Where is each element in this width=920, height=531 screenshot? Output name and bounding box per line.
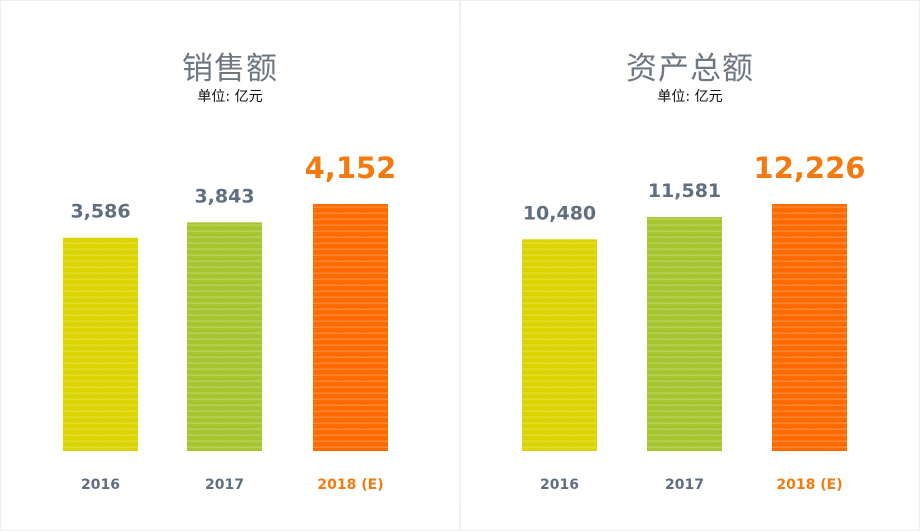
sales-chart-panel: 销售额 单位: 亿元 3,586 2016 3,843 2017 4,152 2018 (… (1, 1, 459, 530)
bar-2017 (187, 222, 262, 451)
chart-subtitle: 单位: 亿元 (657, 89, 723, 105)
assets-chart-panel: 资产总额 单位: 亿元 10,480 2016 11,581 2017 12,226 20… (461, 1, 919, 530)
bar-2016 (522, 239, 597, 451)
category-label: 2018 (E) (317, 477, 383, 493)
chart-title: 销售额 (182, 51, 278, 87)
category-label: 2017 (205, 477, 244, 493)
sales-bar-plot: 3,586 2016 3,843 2017 4,152 2018 (E) (63, 151, 397, 493)
value-label: 10,480 (523, 202, 596, 224)
bar-2017 (647, 217, 722, 451)
value-label: 4,152 (305, 151, 397, 185)
category-label: 2016 (540, 477, 579, 493)
value-label: 12,226 (754, 151, 866, 185)
chart-subtitle: 单位: 亿元 (197, 89, 263, 105)
bar-2018e (772, 204, 847, 451)
assets-bar-plot: 10,480 2016 11,581 2017 12,226 2018 (E) (522, 151, 866, 493)
category-label: 2017 (665, 477, 704, 493)
value-label: 3,586 (70, 201, 130, 223)
bar-2016 (63, 237, 138, 451)
category-label: 2016 (81, 477, 120, 493)
value-label: 11,581 (648, 180, 721, 202)
bar-2018e (313, 204, 388, 451)
value-label: 3,843 (194, 185, 254, 207)
category-label: 2018 (E) (776, 477, 842, 493)
panel-divider (459, 25, 461, 503)
chart-title: 资产总额 (626, 51, 754, 87)
